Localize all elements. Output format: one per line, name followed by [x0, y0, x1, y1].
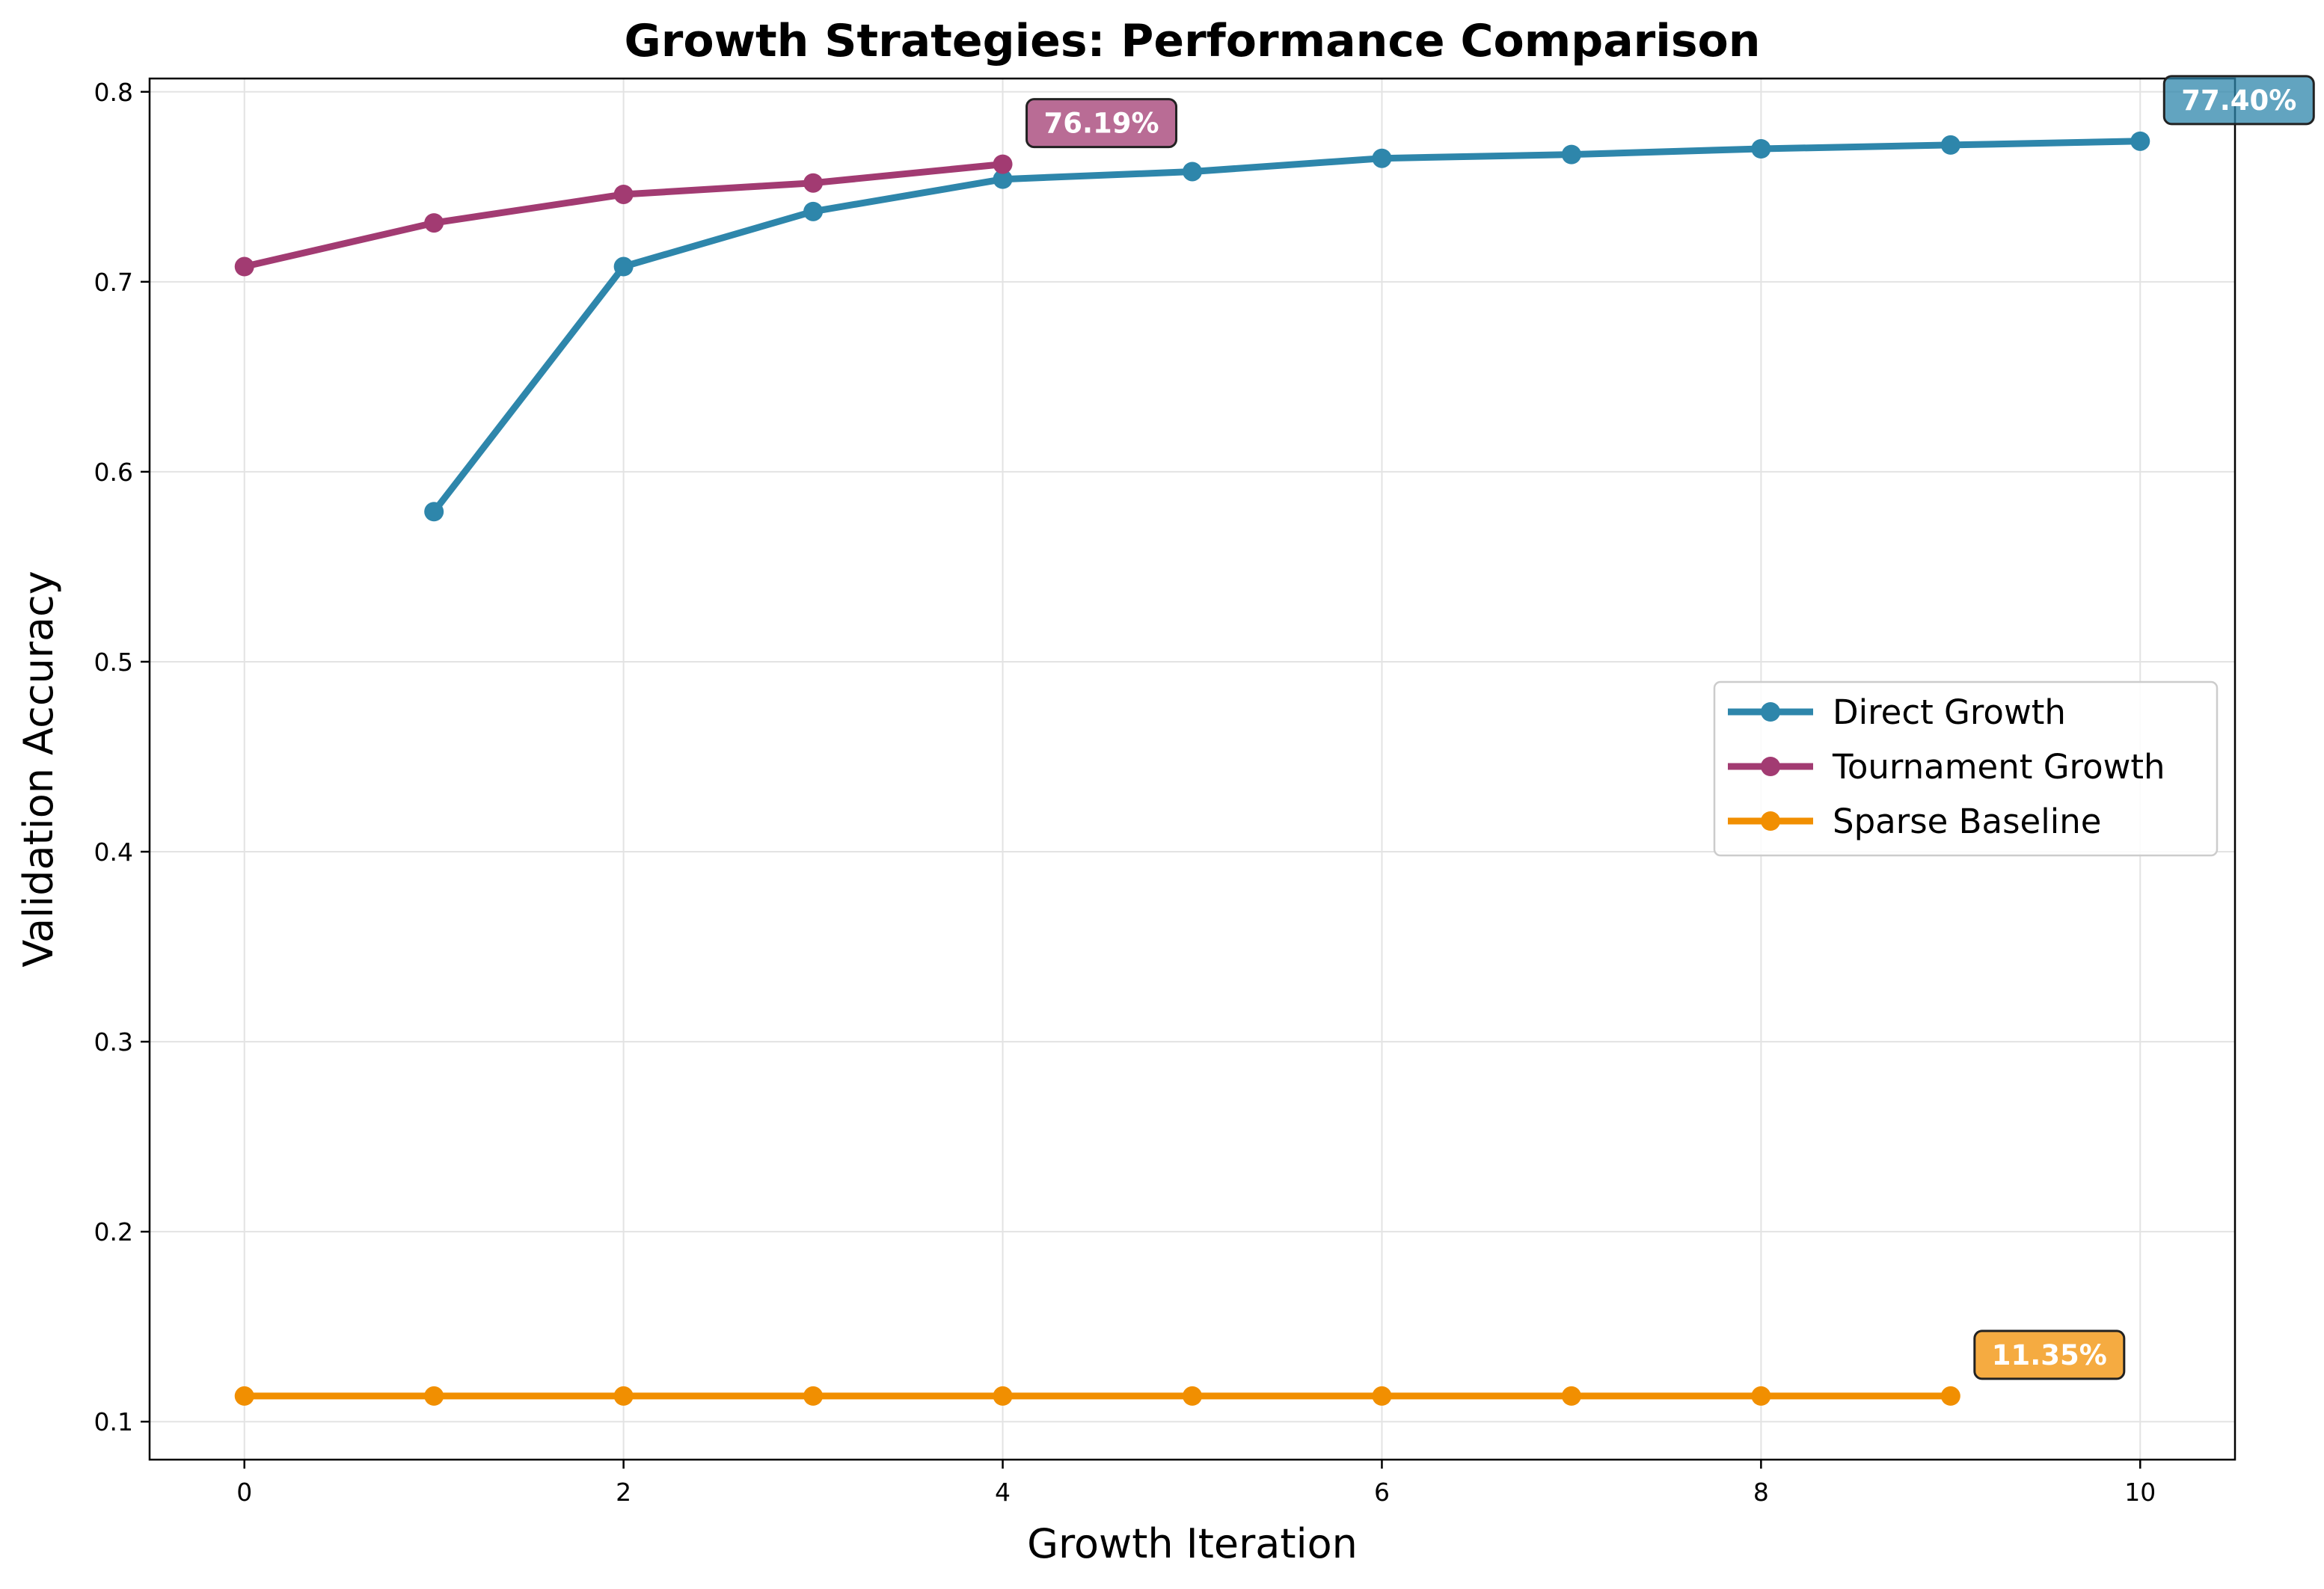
data-point: [993, 169, 1013, 189]
series-0: [424, 131, 2150, 522]
series-layer: [234, 131, 2150, 1406]
annotation-1: 77.40%: [2162, 75, 2315, 126]
x-tick-label: 8: [1753, 1478, 1769, 1507]
annotations: 76.19% 77.40% 11.35%: [1025, 75, 2315, 1380]
legend: Direct Growth Tournament Growth Sparse Bas…: [1713, 680, 2219, 857]
chart-title: Growth Strategies: Performance Compariso…: [625, 15, 1761, 67]
y-tick-label: 0.7: [94, 268, 133, 297]
axis-ticks: 0 2 4 6 8 10 0.1 0.2 0.3 0.4 0.5 0.6 0.7 0.8: [94, 78, 2156, 1507]
legend-frame: [1713, 680, 2219, 857]
data-point: [613, 256, 634, 277]
data-point: [993, 154, 1013, 174]
y-tick-label: 0.8: [94, 78, 133, 107]
data-point: [424, 502, 444, 522]
legend-entry-1: Tournament Growth: [1728, 747, 2165, 787]
data-point: [234, 256, 254, 277]
data-point: [1751, 139, 1771, 159]
annotation-label: 76.19%: [1043, 108, 1159, 140]
legend-marker: [1761, 702, 1780, 722]
data-point: [424, 1386, 444, 1406]
legend-label: Direct Growth: [1833, 692, 2066, 732]
series-2: [234, 1386, 1960, 1406]
data-point: [1372, 148, 1392, 168]
legend-marker: [1761, 757, 1780, 776]
y-tick-label: 0.5: [94, 648, 133, 677]
data-point: [1751, 1386, 1771, 1406]
data-point: [1940, 135, 1960, 155]
data-point: [1372, 1386, 1392, 1406]
annotation-2: 11.35%: [1973, 1330, 2126, 1380]
data-point: [1561, 144, 1581, 165]
annotation-box: [1973, 1330, 2126, 1380]
x-tick-label: 0: [236, 1478, 252, 1507]
y-tick-label: 0.3: [94, 1027, 133, 1057]
annotation-box: [1025, 98, 1178, 149]
data-point: [1183, 162, 1202, 182]
annotation-label: 11.35%: [1992, 1339, 2107, 1371]
plot-frame: [148, 77, 2236, 1461]
legend-entry-0: Direct Growth: [1728, 692, 2066, 732]
data-point: [234, 1386, 254, 1406]
series-line: [430, 138, 2144, 515]
legend-marker: [1761, 811, 1780, 831]
y-tick-label: 0.1: [94, 1407, 133, 1436]
data-point: [2130, 131, 2150, 151]
data-point: [803, 173, 824, 193]
x-tick-label: 2: [616, 1478, 631, 1507]
annotation-0: 76.19%: [1025, 98, 1178, 149]
y-tick-label: 0.2: [94, 1217, 133, 1247]
legend-label: Tournament Growth: [1832, 747, 2165, 787]
x-axis-label: Growth Iteration: [1027, 1520, 1358, 1567]
data-point: [1561, 1386, 1581, 1406]
data-point: [803, 201, 824, 221]
series-1: [234, 154, 1013, 277]
data-point: [1183, 1386, 1202, 1406]
y-tick-label: 0.4: [94, 837, 133, 867]
data-point: [424, 213, 444, 233]
x-tick-label: 10: [2124, 1478, 2156, 1507]
annotation-box: [2162, 75, 2315, 126]
legend-label: Sparse Baseline: [1833, 802, 2101, 841]
legend-entry-2: Sparse Baseline: [1728, 802, 2101, 841]
y-tick-label: 0.6: [94, 458, 133, 487]
x-tick-label: 6: [1374, 1478, 1390, 1507]
data-point: [613, 1386, 634, 1406]
y-axis-label: Validation Accuracy: [15, 571, 62, 967]
annotation-label: 77.40%: [2181, 84, 2296, 117]
data-point: [613, 184, 634, 204]
data-point: [993, 1386, 1013, 1406]
data-point: [803, 1386, 824, 1406]
x-tick-label: 4: [995, 1478, 1011, 1507]
data-point: [1940, 1386, 1960, 1406]
